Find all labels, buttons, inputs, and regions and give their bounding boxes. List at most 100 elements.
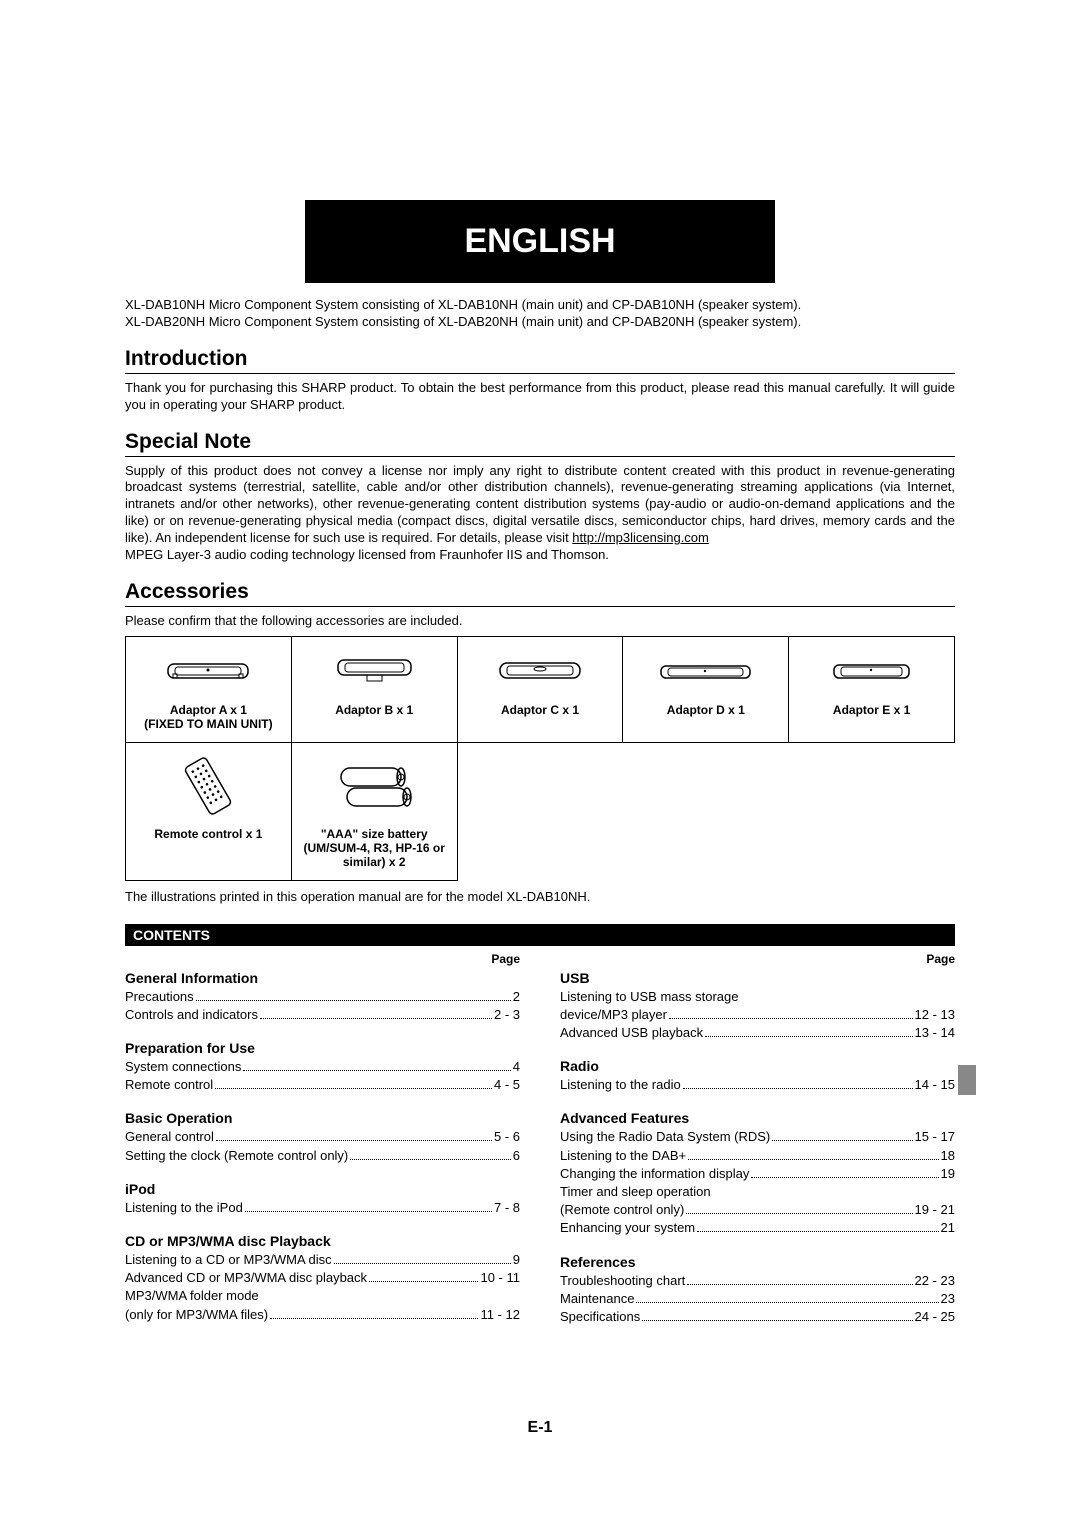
toc-page: 5 - 6 [494,1128,520,1146]
adaptor-a-label: Adaptor A x 1 [130,703,287,717]
toc-page: 19 [941,1165,955,1183]
toc-page: 15 - 17 [915,1128,955,1146]
toc-plain-line: MP3/WMA folder mode [125,1287,520,1305]
toc-label: (only for MP3/WMA files) [125,1306,268,1324]
toc-gap [125,1165,520,1177]
toc-label: Listening to the iPod [125,1199,243,1217]
toc-gap [560,1238,955,1250]
toc-page: 18 [941,1147,955,1165]
toc-dots [243,1070,510,1071]
accessories-table: Adaptor A x 1 (FIXED TO MAIN UNIT) Adapt… [125,636,955,881]
toc-row: Listening to the iPod 7 - 8 [125,1199,520,1217]
toc-page: 14 - 15 [915,1076,955,1094]
toc-gap [125,1217,520,1229]
accessories-footnote: The illustrations printed in this operat… [125,889,955,906]
toc-label: Enhancing your system [560,1219,695,1237]
toc-page: 7 - 8 [494,1199,520,1217]
contents-right-column: Page USBListening to USB mass storagedev… [560,952,955,1326]
toc-label: Setting the clock (Remote control only) [125,1147,348,1165]
toc-dots [669,1018,913,1019]
contents-left-column: Page General InformationPrecautions2Cont… [125,952,520,1326]
adaptor-a-sub: (FIXED TO MAIN UNIT) [130,717,287,731]
toc-row: Changing the information display 19 [560,1165,955,1183]
toc-row: Setting the clock (Remote control only) 6 [125,1147,520,1165]
toc-heading: iPod [125,1181,520,1197]
adaptor-b-icon [296,645,453,697]
toc-dots [697,1231,938,1232]
toc-row: Enhancing your system 21 [560,1219,955,1237]
introduction-text: Thank you for purchasing this SHARP prod… [125,380,955,414]
toc-row: Advanced USB playback 13 - 14 [560,1024,955,1042]
adaptor-c-label: Adaptor C x 1 [462,703,619,717]
remote-label: Remote control x 1 [130,827,287,841]
toc-label: Listening to the DAB+ [560,1147,686,1165]
toc-page: 4 [513,1058,520,1076]
toc-label: Troubleshooting chart [560,1272,685,1290]
toc-page: 6 [513,1147,520,1165]
toc-row: (Remote control only)19 - 21 [560,1201,955,1219]
toc-dots [683,1088,913,1089]
contents-columns: Page General Information Precautions 2Cont… [125,952,955,1326]
toc-dots [215,1088,492,1089]
toc-page: 24 - 25 [915,1308,955,1326]
toc-row: Controls and indicators2 - 3 [125,1006,520,1024]
toc-page: 21 [941,1219,955,1237]
empty-cell [457,742,623,880]
toc-label: Precautions [125,988,194,1006]
toc-row: Advanced CD or MP3/WMA disc playback 10 -… [125,1269,520,1287]
toc-dots [334,1263,511,1264]
toc-label: System connections [125,1058,241,1076]
toc-label: Advanced CD or MP3/WMA disc playback [125,1269,367,1287]
toc-label: Listening to the radio [560,1076,681,1094]
toc-row: System connections 4 [125,1058,520,1076]
accessories-heading: Accessories [125,580,955,607]
toc-row: (only for MP3/WMA files)11 - 12 [125,1306,520,1324]
toc-dots [216,1140,492,1141]
toc-label: Using the Radio Data System (RDS) [560,1128,770,1146]
toc-gap [560,1042,955,1054]
toc-label: (Remote control only) [560,1201,684,1219]
toc-dots [687,1284,912,1285]
toc-heading: CD or MP3/WMA disc Playback [125,1233,520,1249]
toc-row: Specifications 24 - 25 [560,1308,955,1326]
toc-label: Remote control [125,1076,213,1094]
battery-label: "AAA" size battery [296,827,453,841]
toc-label: Specifications [560,1308,640,1326]
toc-row: Listening to a CD or MP3/WMA disc 9 [125,1251,520,1269]
adaptor-c-icon [462,645,619,697]
battery-sub: (UM/SUM-4, R3, HP-16 or similar) x 2 [296,841,453,870]
special-note-text: Supply of this product does not convey a… [125,463,955,564]
toc-page: 13 - 14 [915,1024,955,1042]
accessory-cell-remote: Remote control x 1 [126,742,292,880]
toc-dots [751,1177,938,1178]
toc-dots [705,1036,912,1037]
toc-dots [196,1000,511,1001]
page-label-right: Page [560,952,955,966]
toc-heading: General Information [125,970,520,986]
side-tab [958,1065,976,1095]
toc-row: Remote control4 - 5 [125,1076,520,1094]
toc-dots [260,1018,492,1019]
accessory-cell-adaptor-b: Adaptor B x 1 [291,636,457,742]
toc-page: 23 [941,1290,955,1308]
toc-row: Maintenance 23 [560,1290,955,1308]
accessories-intro: Please confirm that the following access… [125,613,955,630]
toc-heading: Preparation for Use [125,1040,520,1056]
remote-control-icon [130,751,287,821]
toc-page: 10 - 11 [480,1269,520,1287]
toc-label: Maintenance [560,1290,634,1308]
toc-row: Troubleshooting chart22 - 23 [560,1272,955,1290]
product-spec-2: XL-DAB20NH Micro Component System consis… [125,314,955,331]
toc-gap [560,1094,955,1106]
special-note-heading: Special Note [125,430,955,457]
toc-heading: Radio [560,1058,955,1074]
toc-row: General control 5 - 6 [125,1128,520,1146]
contents-header: CONTENTS [125,924,955,946]
mp3-licensing-link[interactable]: http://mp3licensing.com [572,530,709,545]
accessory-cell-battery: "AAA" size battery (UM/SUM-4, R3, HP-16 … [291,742,457,880]
toc-heading: USB [560,970,955,986]
toc-label: General control [125,1128,214,1146]
toc-page: 2 [513,988,520,1006]
special-note-pre: Supply of this product does not convey a… [125,463,955,546]
toc-label: Advanced USB playback [560,1024,703,1042]
